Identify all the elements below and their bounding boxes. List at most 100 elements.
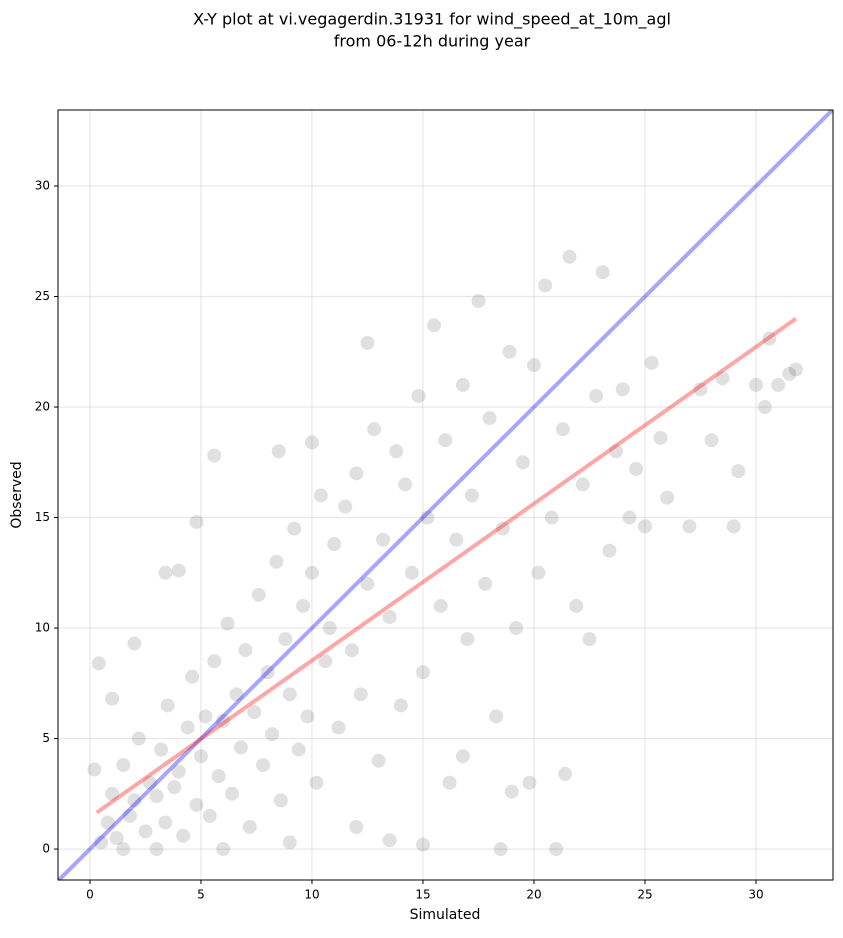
x-tick-label: 5	[197, 888, 205, 902]
point	[105, 786, 120, 801]
point	[653, 430, 668, 445]
point	[502, 344, 517, 359]
point	[693, 382, 708, 397]
point	[682, 519, 697, 534]
point	[782, 366, 797, 381]
point	[247, 705, 262, 720]
point	[629, 461, 644, 476]
point	[91, 656, 106, 671]
point	[269, 554, 284, 569]
point	[455, 377, 470, 392]
point	[256, 758, 271, 773]
point	[167, 780, 182, 795]
point	[569, 598, 584, 613]
x-tick-label: 20	[526, 888, 541, 902]
point	[460, 632, 475, 647]
point	[193, 749, 208, 764]
point	[589, 388, 604, 403]
point	[309, 775, 324, 790]
point	[216, 713, 231, 728]
point	[382, 609, 397, 624]
point	[495, 521, 510, 536]
point	[344, 643, 359, 658]
y-tick-label: 20	[35, 400, 50, 414]
point	[278, 632, 293, 647]
point	[338, 499, 353, 514]
y-tick-label: 15	[35, 510, 50, 524]
point	[216, 842, 231, 857]
point	[211, 769, 226, 784]
point	[549, 842, 564, 857]
point	[411, 388, 426, 403]
point	[225, 786, 240, 801]
point	[482, 411, 497, 426]
point	[415, 665, 430, 680]
point	[158, 565, 173, 580]
point	[398, 477, 413, 492]
point	[393, 698, 408, 713]
point	[331, 720, 346, 735]
point	[726, 519, 741, 534]
point	[489, 709, 504, 724]
point	[171, 764, 186, 779]
y-tick-label: 30	[35, 179, 50, 193]
point	[138, 824, 153, 839]
y-axis-label: Observed	[9, 461, 25, 528]
point	[562, 249, 577, 264]
point	[771, 377, 786, 392]
point	[615, 382, 630, 397]
point	[142, 775, 157, 790]
point	[100, 815, 115, 830]
point	[637, 519, 652, 534]
point	[202, 808, 217, 823]
point	[273, 793, 288, 808]
point	[287, 521, 302, 536]
point	[360, 335, 375, 350]
point	[575, 477, 590, 492]
x-tick-label: 0	[86, 888, 94, 902]
point	[382, 833, 397, 848]
point	[300, 709, 315, 724]
point	[415, 837, 430, 852]
point	[282, 835, 297, 850]
point	[427, 318, 442, 333]
point	[207, 448, 222, 463]
point	[87, 762, 102, 777]
point	[189, 514, 204, 529]
point	[318, 654, 333, 669]
point	[526, 358, 541, 373]
point	[109, 831, 124, 846]
point	[748, 377, 763, 392]
point	[238, 643, 253, 658]
x-tick-label: 10	[304, 888, 319, 902]
point	[371, 753, 386, 768]
x-tick-label: 15	[415, 888, 430, 902]
point	[349, 466, 364, 481]
point	[715, 371, 730, 386]
point	[367, 422, 382, 437]
point	[420, 510, 435, 525]
point	[353, 687, 368, 702]
point	[478, 576, 493, 591]
point	[122, 808, 137, 823]
point	[220, 616, 235, 631]
point	[704, 433, 719, 448]
point	[515, 455, 530, 470]
point	[105, 691, 120, 706]
point	[242, 819, 257, 834]
point	[509, 621, 524, 636]
point	[442, 775, 457, 790]
point	[609, 444, 624, 459]
point	[149, 842, 164, 857]
point	[349, 819, 364, 834]
point	[229, 687, 244, 702]
x-tick-label: 25	[637, 888, 652, 902]
point	[376, 532, 391, 547]
point	[644, 355, 659, 370]
point	[127, 793, 142, 808]
point	[154, 742, 169, 757]
point	[116, 758, 131, 773]
point	[404, 565, 419, 580]
point	[116, 842, 131, 857]
